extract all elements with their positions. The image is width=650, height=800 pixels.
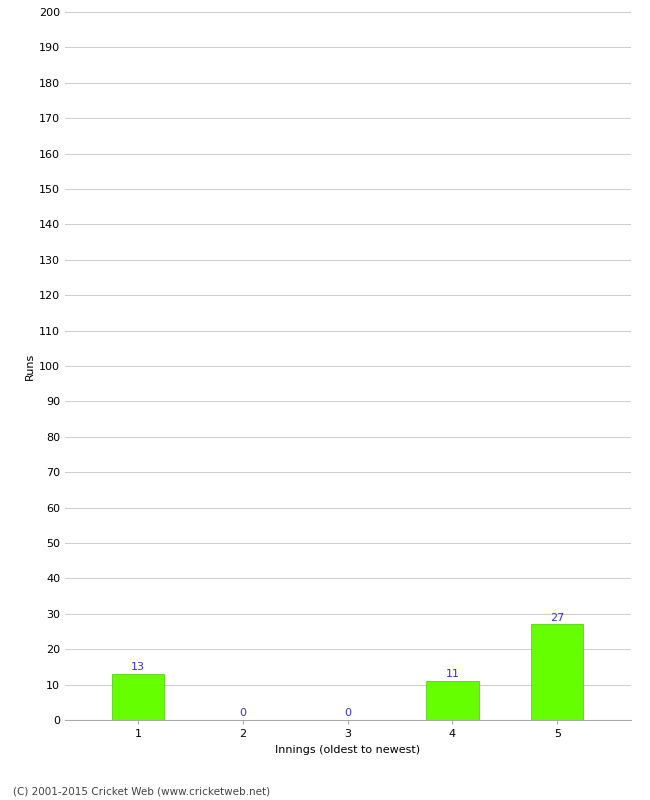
- Text: 0: 0: [344, 708, 351, 718]
- Bar: [112, 674, 164, 720]
- Text: (C) 2001-2015 Cricket Web (www.cricketweb.net): (C) 2001-2015 Cricket Web (www.cricketwe…: [13, 786, 270, 796]
- Bar: [426, 681, 478, 720]
- Text: 11: 11: [445, 670, 460, 679]
- Text: 27: 27: [550, 613, 564, 622]
- Text: 0: 0: [240, 708, 246, 718]
- Y-axis label: Runs: Runs: [25, 352, 35, 380]
- Text: 13: 13: [131, 662, 146, 672]
- Bar: [531, 625, 584, 720]
- X-axis label: Innings (oldest to newest): Innings (oldest to newest): [275, 745, 421, 754]
